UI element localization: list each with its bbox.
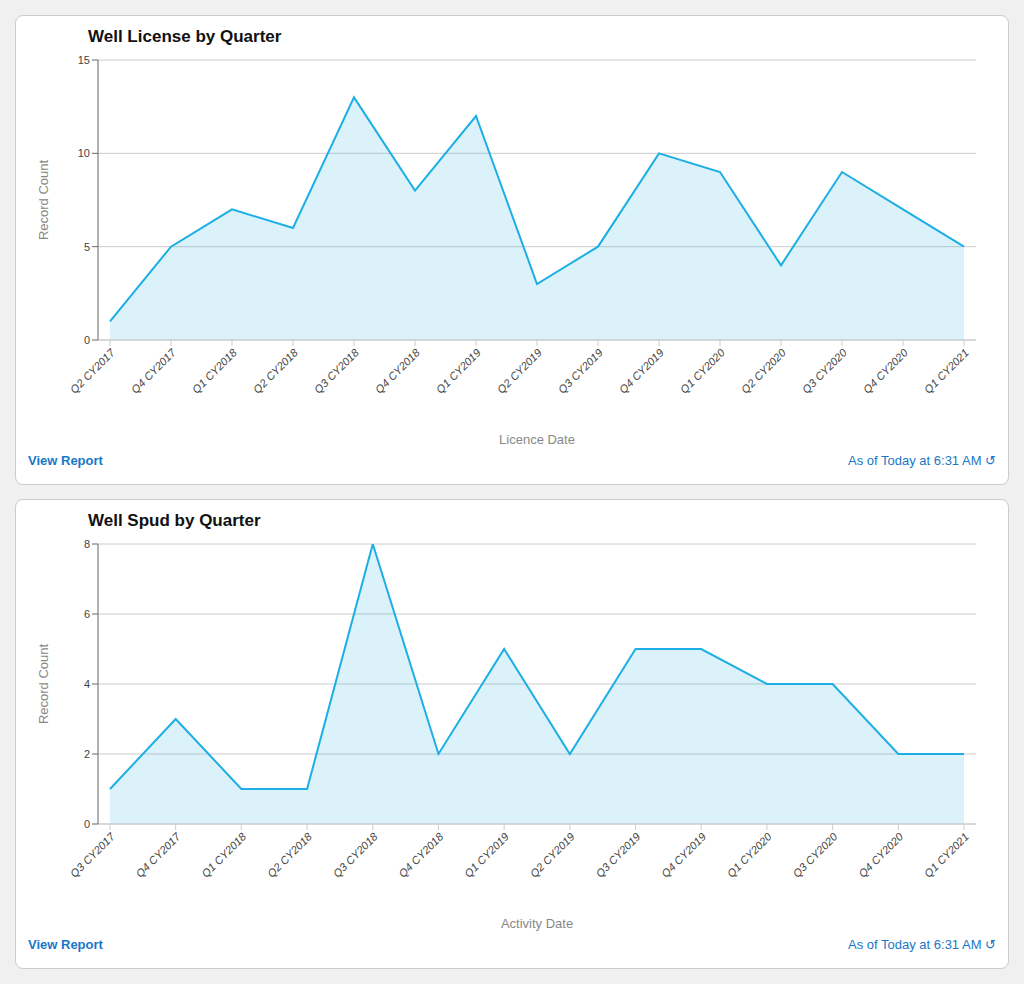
svg-text:Q2 CY2019: Q2 CY2019 [495, 346, 544, 395]
svg-text:4: 4 [84, 678, 90, 690]
html-text:Well License by Quarter: Well License by Quarter [88, 26, 282, 46]
svg-text:Q3 CY2019: Q3 CY2019 [556, 346, 605, 395]
svg-text:Q1 CY2021: Q1 CY2021 [922, 346, 971, 395]
svg-text:Q4 CY2017: Q4 CY2017 [129, 345, 179, 395]
svg-text:8: 8 [84, 538, 90, 550]
html-text:As of Today at 6:31 AM ↺: As of Today at 6:31 AM ↺ [848, 937, 996, 953]
html-text:View Report: View Report [28, 937, 103, 953]
svg-text:5: 5 [84, 240, 90, 252]
svg-text:Q1 CY2020: Q1 CY2020 [725, 830, 775, 880]
svg-text:Q2 CY2018: Q2 CY2018 [251, 345, 301, 395]
svg-text:0: 0 [84, 334, 90, 346]
svg-text:Q3 CY2017: Q3 CY2017 [68, 830, 118, 880]
svg-text:0: 0 [84, 818, 90, 830]
svg-text:Q1 CY2021: Q1 CY2021 [922, 831, 971, 880]
svg-text:Q3 CY2020: Q3 CY2020 [800, 345, 850, 395]
svg-text:Activity Date: Activity Date [501, 916, 573, 931]
svg-text:Q2 CY2019: Q2 CY2019 [528, 831, 577, 880]
svg-text:Q1 CY2018: Q1 CY2018 [199, 830, 249, 880]
svg-text:Q2 CY2020: Q2 CY2020 [739, 345, 789, 395]
svg-text:Q4 CY2019: Q4 CY2019 [617, 346, 666, 395]
svg-text:Q3 CY2020: Q3 CY2020 [790, 830, 840, 880]
svg-text:Q3 CY2019: Q3 CY2019 [593, 831, 642, 880]
svg-text:Q1 CY2020: Q1 CY2020 [678, 345, 728, 395]
svg-text:Q4 CY2020: Q4 CY2020 [861, 345, 911, 395]
svg-text:Q4 CY2018: Q4 CY2018 [396, 830, 446, 880]
html-text:View Report: View Report [28, 452, 103, 468]
svg-text:Q4 CY2017: Q4 CY2017 [133, 830, 183, 880]
svg-text:Q3 CY2018: Q3 CY2018 [331, 830, 381, 880]
svg-text:Q1 CY2019: Q1 CY2019 [434, 346, 483, 395]
svg-text:Q1 CY2019: Q1 CY2019 [462, 831, 511, 880]
svg-text:Licence Date: Licence Date [499, 432, 575, 447]
svg-text:Q2 CY2018: Q2 CY2018 [265, 830, 315, 880]
svg-text:Q4 CY2019: Q4 CY2019 [659, 831, 708, 880]
svg-text:Record Count: Record Count [36, 644, 51, 725]
svg-text:6: 6 [84, 608, 90, 620]
svg-text:Q4 CY2018: Q4 CY2018 [373, 345, 423, 395]
html-text:Well Spud by Quarter: Well Spud by Quarter [88, 511, 261, 531]
html-text:As of Today at 6:31 AM ↺: As of Today at 6:31 AM ↺ [848, 452, 996, 468]
svg-text:Q3 CY2018: Q3 CY2018 [312, 345, 362, 395]
svg-text:2: 2 [84, 748, 90, 760]
svg-text:Q1 CY2018: Q1 CY2018 [190, 345, 240, 395]
svg-text:Record Count: Record Count [36, 159, 51, 240]
svg-text:15: 15 [78, 54, 90, 66]
svg-text:Q4 CY2020: Q4 CY2020 [856, 830, 906, 880]
svg-text:Q2 CY2017: Q2 CY2017 [68, 345, 118, 395]
svg-text:10: 10 [78, 147, 90, 159]
